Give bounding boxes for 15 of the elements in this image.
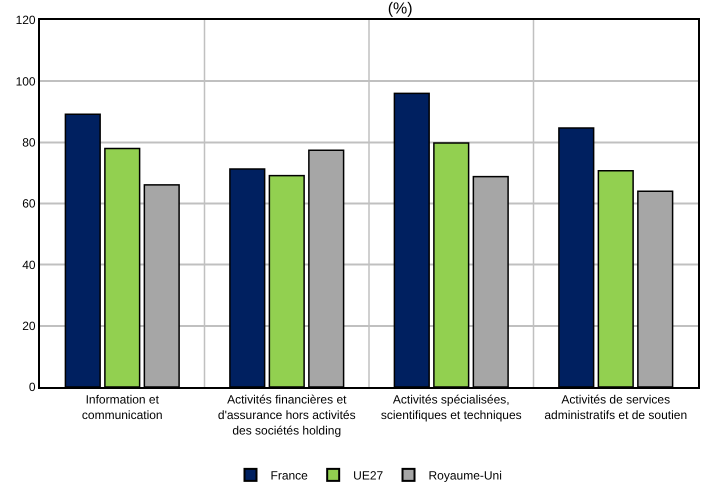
y-tick-label: 40 bbox=[22, 258, 36, 272]
legend-label: UE27 bbox=[353, 468, 384, 483]
legend-label: Royaume-Uni bbox=[428, 468, 502, 483]
legend-label: France bbox=[270, 468, 308, 483]
y-tick-label: 60 bbox=[22, 196, 36, 211]
x-tick-label: Activités spécialisées, scientifiques et techniques bbox=[380, 392, 522, 422]
x-tick-label: Activités de services administratifs et de soutien bbox=[544, 392, 688, 422]
y-tick-label: 0 bbox=[28, 380, 36, 394]
y-tick-label: 80 bbox=[22, 136, 36, 150]
y-tick-label: 120 bbox=[16, 13, 36, 28]
x-tick-label: Information et communication bbox=[82, 392, 163, 422]
y-tick-label: 20 bbox=[22, 319, 36, 334]
y-tick-label: 100 bbox=[16, 74, 36, 88]
x-tick-label: Activités financières et d'assurance hors activités des sociétés holding bbox=[218, 392, 356, 438]
chart-title: (%) bbox=[388, 0, 413, 18]
